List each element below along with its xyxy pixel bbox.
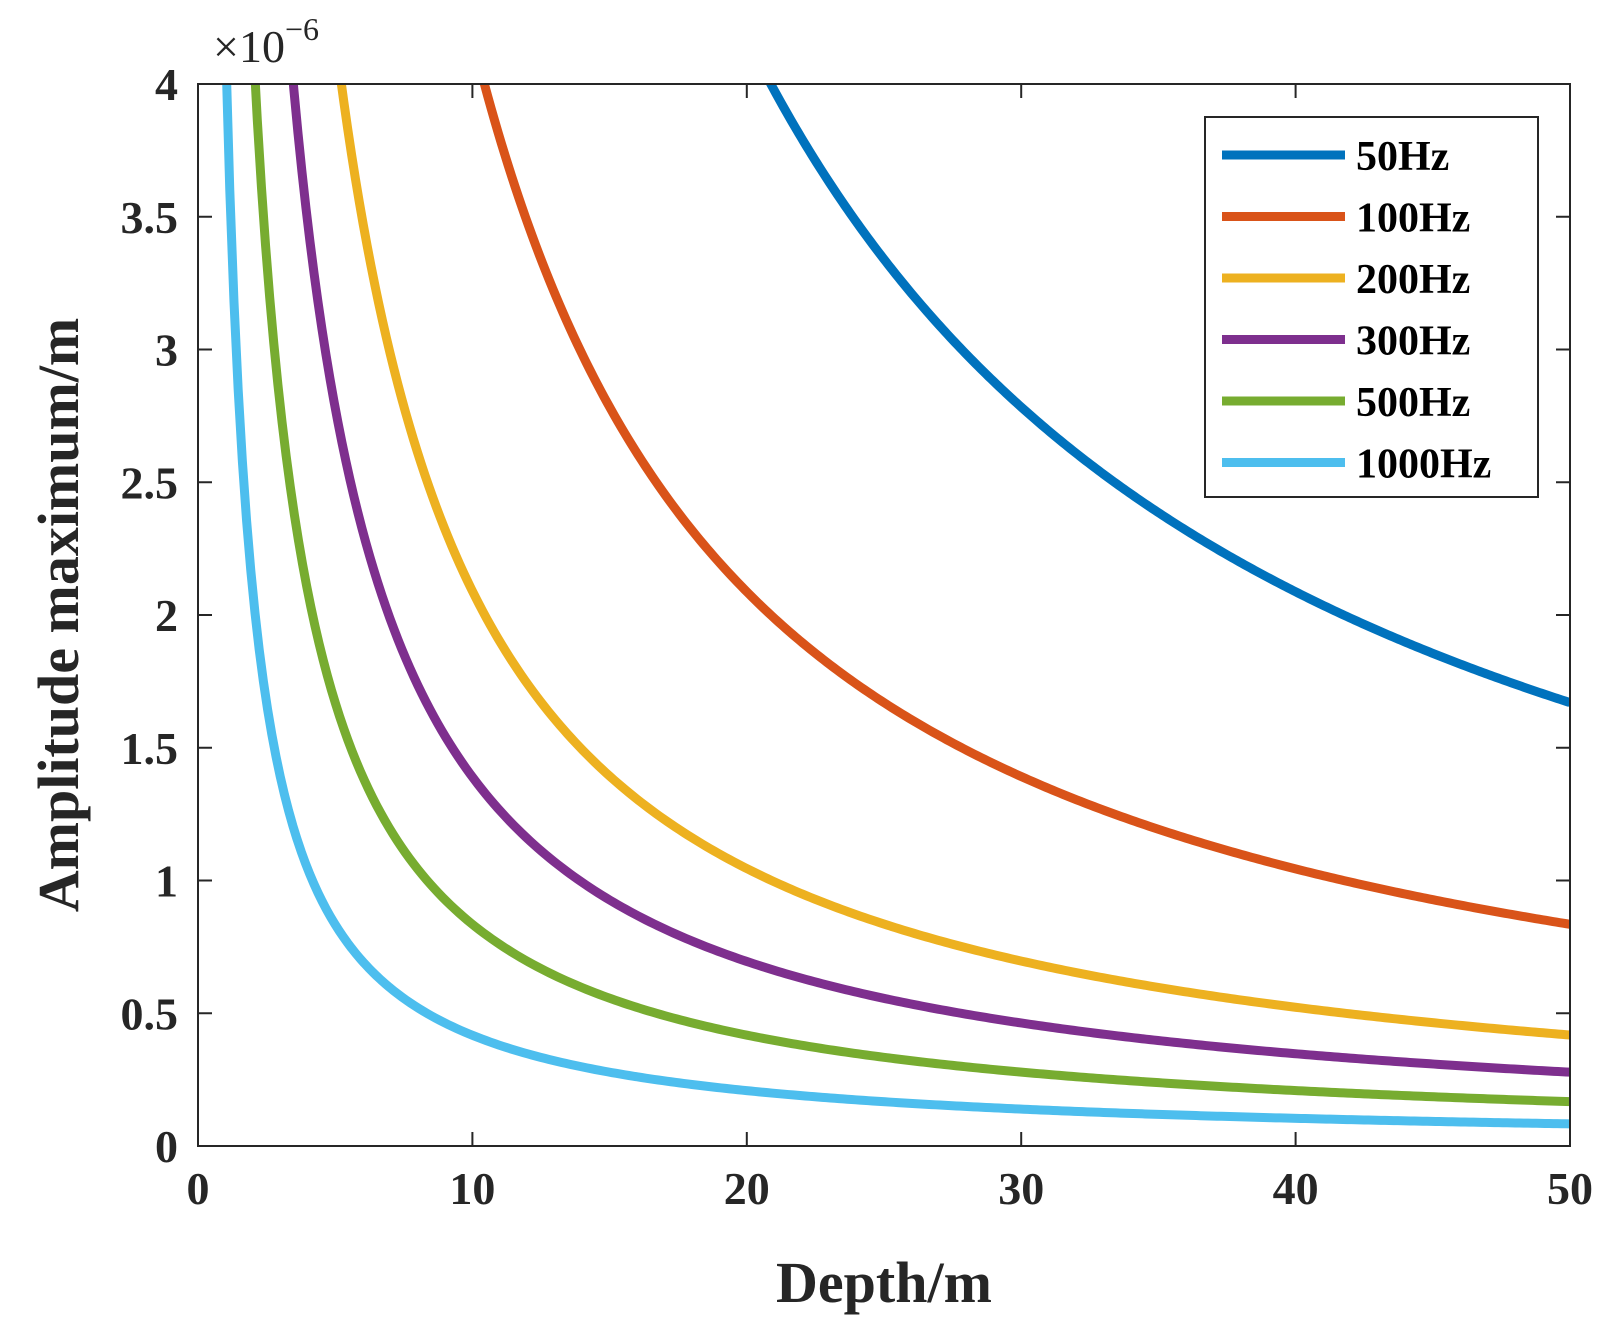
x-tick-label: 10 — [449, 1163, 495, 1214]
y-tick-label: 3 — [155, 325, 178, 376]
series-line-100hz — [479, 84, 1570, 929]
series-layer — [222, 84, 1570, 1129]
y-tick-label: 2 — [155, 590, 178, 641]
legend-box — [1204, 116, 1539, 498]
y-tick-label: 0 — [155, 1121, 178, 1172]
legend-label: 200Hz — [1356, 257, 1470, 303]
legend-label: 500Hz — [1356, 380, 1470, 426]
y-multiplier: ×10−6 — [213, 11, 319, 72]
legend-label: 300Hz — [1356, 319, 1470, 365]
y-axis-title: Amplitude maximum/m — [26, 318, 91, 913]
legend-label: 100Hz — [1356, 196, 1470, 242]
y-multiplier-base: ×10 — [213, 21, 285, 72]
y-tick-label: 1 — [155, 856, 178, 907]
series-line-50hz — [765, 84, 1570, 707]
y-tick-label: 3.5 — [121, 192, 179, 243]
legend-label: 50Hz — [1356, 134, 1449, 180]
series-line-1000hz — [222, 84, 1570, 1129]
y-tick-labels: 0 0.5 1 1.5 2 2.5 3 3.5 4 — [121, 59, 179, 1172]
ticks-layer — [197, 83, 1571, 1147]
series-line-300hz — [288, 84, 1570, 1077]
legend: 50Hz 100Hz 200Hz 300Hz 500Hz 1000Hz — [1204, 116, 1539, 498]
x-axis-title: Depth/m — [776, 1250, 992, 1315]
y-tick-label: 0.5 — [121, 988, 179, 1039]
x-tick-label: 0 — [187, 1163, 210, 1214]
y-multiplier-exponent: −6 — [285, 11, 319, 47]
x-tick-label: 30 — [998, 1163, 1044, 1214]
y-tick-label: 2.5 — [121, 457, 179, 508]
y-tick-label: 4 — [155, 59, 178, 110]
series-line-500hz — [250, 84, 1570, 1107]
legend-entries: 50Hz 100Hz 200Hz 300Hz 500Hz 1000Hz — [1222, 134, 1491, 488]
x-tick-label: 20 — [724, 1163, 770, 1214]
x-tick-label: 50 — [1547, 1163, 1593, 1214]
series-line-200hz — [336, 84, 1570, 1040]
x-tick-label: 40 — [1273, 1163, 1319, 1214]
legend-label: 1000Hz — [1356, 442, 1491, 488]
x-tick-labels: 0 10 20 30 40 50 — [187, 1163, 1594, 1214]
y-tick-label: 1.5 — [121, 723, 179, 774]
